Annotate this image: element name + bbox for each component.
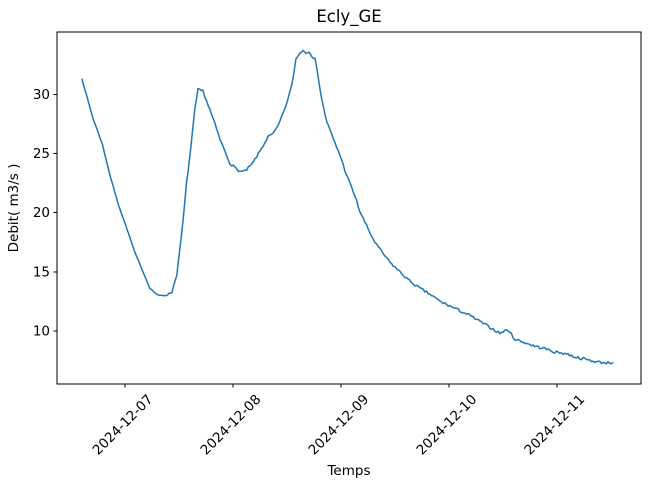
x-tick-label: 2024-12-11 bbox=[521, 392, 588, 459]
data-line-debit bbox=[81, 49, 614, 365]
x-tick-label: 2024-12-10 bbox=[413, 392, 480, 459]
x-axis-ticks: 2024-12-07 2024-12-08 2024-12-09 2024-12-10… bbox=[90, 384, 588, 459]
x-tick-label: 2024-12-08 bbox=[198, 392, 265, 459]
plot-area bbox=[56, 31, 642, 385]
data-series bbox=[81, 49, 614, 365]
y-tick-label: 10 bbox=[33, 323, 50, 339]
chart-title: Ecly_GE bbox=[316, 7, 381, 27]
y-axis-label: Debit( m3/s ) bbox=[6, 164, 22, 253]
x-tick-label: 2024-12-07 bbox=[90, 392, 157, 459]
y-tick-label: 30 bbox=[33, 87, 50, 103]
x-axis-label: Temps bbox=[326, 463, 370, 479]
y-tick-label: 25 bbox=[33, 146, 50, 162]
x-tick-label: 2024-12-09 bbox=[306, 392, 373, 459]
y-axis-ticks: 10 15 20 25 30 bbox=[33, 87, 57, 339]
y-tick-label: 15 bbox=[33, 264, 50, 280]
y-tick-label: 20 bbox=[33, 205, 50, 221]
